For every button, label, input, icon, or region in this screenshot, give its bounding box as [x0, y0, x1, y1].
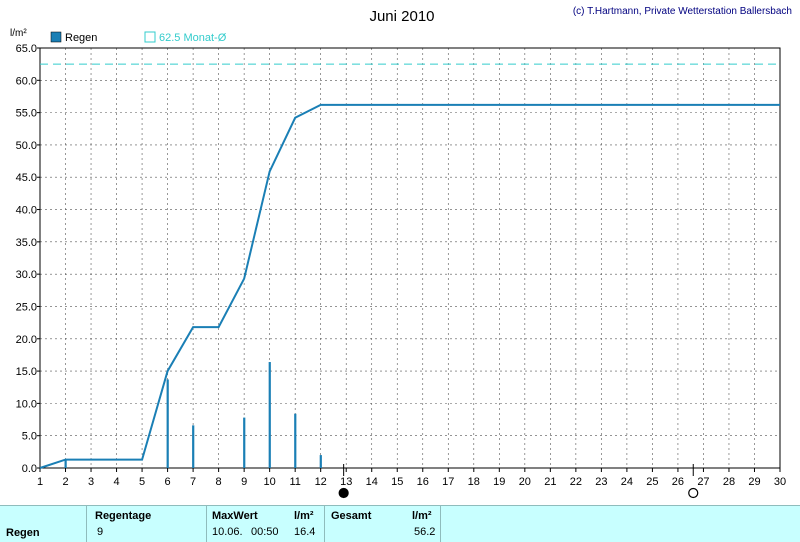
x-tick-label: 30	[774, 476, 786, 488]
y-tick-label: 65.0	[16, 43, 37, 55]
daily-rain-bar	[268, 362, 271, 468]
y-tick-label: 55.0	[16, 108, 37, 120]
y-tick-label: 35.0	[16, 237, 37, 249]
x-tick-label: 12	[315, 476, 327, 488]
rain-chart: Juni 2010 (c) T.Hartmann, Private Wetter…	[10, 6, 792, 499]
moon-phases	[338, 464, 699, 499]
x-tick-label: 10	[264, 476, 276, 488]
x-tick-label: 11	[289, 476, 300, 488]
x-tick-label: 4	[113, 476, 119, 488]
summary-divider	[86, 506, 87, 542]
x-tick-label: 5	[139, 476, 145, 488]
x-tick-label: 21	[544, 476, 556, 488]
daily-rain-bar	[319, 455, 322, 468]
y-tick-label: 45.0	[16, 172, 37, 184]
cumulative-rain-line	[39, 103, 780, 469]
x-tick-label: 2	[62, 476, 68, 488]
x-tick-label: 1	[37, 476, 43, 488]
y-unit-label: l/m²	[10, 28, 27, 39]
daily-rain-bar	[192, 425, 195, 468]
x-tick-label: 14	[366, 476, 378, 488]
x-tick-label: 18	[468, 476, 480, 488]
x-tick-label: 17	[442, 476, 454, 488]
legend-rain-swatch	[50, 31, 62, 43]
legend-rain-label: Regen	[65, 32, 97, 44]
legend-average-swatch	[144, 31, 156, 43]
x-tick-label: 26	[672, 476, 684, 488]
gesamt-unit: l/m²	[412, 510, 432, 522]
credit-label: (c) T.Hartmann, Private Wetterstation Ba…	[573, 6, 792, 17]
daily-bars	[64, 362, 322, 468]
daily-rain-bar	[294, 413, 297, 468]
daily-rain-bar	[166, 379, 169, 468]
summary-table: Regen Regentage 9 MaxWert l/m² 10.06. 00…	[0, 505, 800, 542]
gesamt-header: Gesamt	[331, 510, 372, 522]
new-moon-icon	[338, 487, 349, 499]
x-tick-label: 15	[391, 476, 403, 488]
summary-divider	[206, 506, 207, 542]
y-tick-label: 20.0	[16, 334, 37, 346]
x-tick-label: 25	[646, 476, 658, 488]
x-tick-label: 13	[340, 476, 352, 488]
plot-frame	[39, 47, 781, 469]
legend-average-label: 62.5 Monat-Ø	[159, 32, 227, 44]
chart-title: Juni 2010	[369, 8, 434, 25]
x-tick-label: 16	[417, 476, 429, 488]
x-axis: 1 2 3 4 5 6 7 8 9 10 11 12 13 14 15 16 17 18 19 20 21 22 23 24 2…	[37, 468, 786, 488]
y-tick-label: 0.0	[22, 463, 37, 475]
x-tick-label: 7	[190, 476, 196, 488]
y-tick-label: 60.0	[16, 75, 37, 87]
summary-divider	[324, 506, 325, 542]
y-tick-label: 50.0	[16, 140, 37, 152]
y-tick-label: 15.0	[16, 366, 37, 378]
summary-divider	[440, 506, 441, 542]
daily-rain-bar	[64, 459, 67, 468]
cumulative-line-group	[39, 103, 780, 469]
y-tick-label: 25.0	[16, 301, 37, 313]
x-tick-label: 23	[595, 476, 607, 488]
daily-rain-bar	[243, 417, 246, 468]
regentage-header: Regentage	[95, 510, 152, 522]
y-tick-label: 40.0	[16, 205, 37, 217]
x-tick-label: 28	[723, 476, 735, 488]
x-tick-label: 19	[493, 476, 505, 488]
y-tick-label: 10.0	[16, 398, 37, 410]
summary-row-label: Regen	[6, 527, 40, 539]
maxwert-value: 16.4	[294, 526, 316, 538]
x-tick-label: 8	[216, 476, 222, 488]
y-tick-label: 5.0	[22, 431, 37, 443]
regentage-value: 9	[97, 526, 104, 538]
gesamt-value: 56.2	[414, 526, 436, 538]
maxwert-unit: l/m²	[294, 510, 314, 522]
y-axis: 0.0 5.0 10.0 15.0 20.0 25.0 30.0 35.0 40.0 45.0 50…	[16, 43, 40, 475]
x-tick-label: 24	[621, 476, 633, 488]
x-tick-label: 6	[165, 476, 171, 488]
x-tick-label: 3	[88, 476, 94, 488]
x-tick-label: 27	[697, 476, 709, 488]
x-tick-label: 20	[519, 476, 531, 488]
grid	[39, 47, 781, 469]
maxwert-header: MaxWert	[212, 510, 258, 522]
y-tick-label: 30.0	[16, 269, 37, 281]
maxwert-date: 10.06.	[212, 526, 243, 538]
maxwert-time: 00:50	[251, 526, 279, 538]
full-moon-icon	[688, 487, 699, 499]
x-tick-label: 9	[241, 476, 247, 488]
x-tick-label: 29	[748, 476, 760, 488]
x-tick-label: 22	[570, 476, 582, 488]
